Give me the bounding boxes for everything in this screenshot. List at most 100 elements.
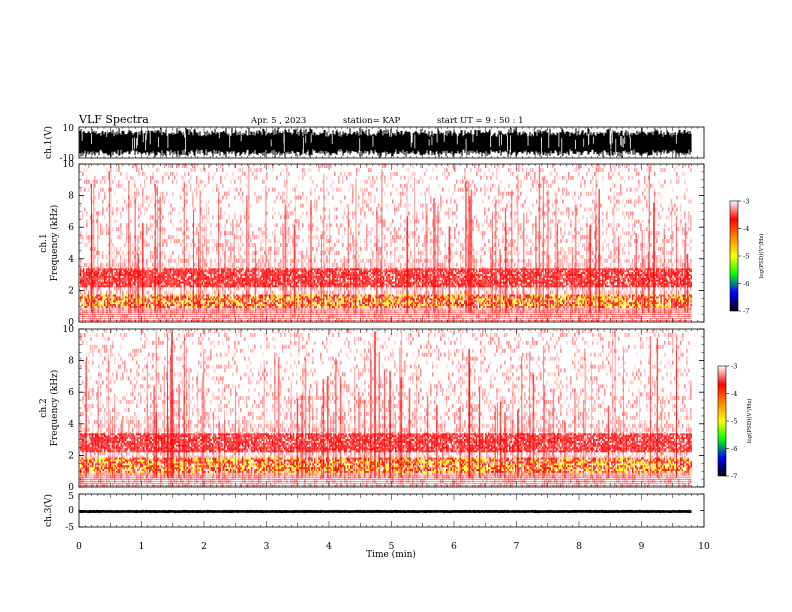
spectrogram-cell	[480, 274, 482, 279]
spectrogram-cell	[386, 227, 388, 232]
spectrogram-cell	[476, 274, 478, 279]
spectrogram-cell	[314, 187, 316, 192]
spectrogram-cell	[442, 302, 444, 307]
spectrogram-cell	[612, 239, 614, 244]
spectrogram-cell	[440, 262, 442, 267]
spectrogram-cell	[516, 168, 518, 172]
spectrogram-cell	[120, 262, 122, 267]
spectrogram-cell	[418, 199, 420, 204]
spectrogram-band-cell	[81, 304, 83, 306]
spectrogram-cell	[380, 286, 382, 291]
spectrogram-cell	[580, 227, 582, 232]
spectrogram-cell	[252, 310, 254, 315]
spectrogram-cell	[370, 286, 372, 291]
spectrogram-cell	[350, 231, 352, 236]
spectrogram-cell	[546, 262, 548, 267]
spectrogram-cell	[152, 235, 154, 240]
spectrogram-cell	[660, 246, 662, 251]
spectrogram-cell	[396, 235, 398, 240]
spectrogram-cell	[472, 246, 474, 251]
spectrogram-cell	[194, 187, 196, 192]
spectrogram-cell	[500, 254, 502, 259]
spectrogram-cell	[180, 243, 182, 247]
spectrogram-cell	[560, 314, 562, 319]
spectrogram-cell	[384, 235, 386, 240]
spectrogram-cell	[290, 310, 292, 315]
spectrogram-cell	[380, 246, 382, 251]
spectrogram-cell	[344, 231, 346, 236]
spectrogram-cell	[474, 310, 476, 315]
spectrogram-cell	[334, 258, 336, 263]
spectrogram-cell	[92, 306, 94, 311]
spectrogram-cell	[322, 250, 324, 255]
spectrogram-cell	[680, 203, 682, 208]
spectrogram-cell	[566, 207, 568, 212]
spectrogram-cell	[260, 227, 262, 232]
spectrogram-cell	[340, 199, 342, 204]
spectrogram-cell	[218, 187, 220, 192]
spectrogram-cell	[626, 310, 628, 315]
spectrogram-cell	[666, 290, 668, 295]
spectrogram-cell	[224, 231, 226, 236]
spectrogram-cell	[166, 258, 168, 263]
spectrogram-cell	[202, 278, 204, 283]
spectrogram-cell	[510, 171, 512, 176]
spectrogram-cell	[238, 270, 240, 275]
spectrogram-cell	[610, 310, 612, 315]
spectrogram-cell	[460, 262, 462, 267]
spectrogram-cell	[144, 211, 146, 216]
spectrogram-cell	[472, 262, 474, 267]
spectrogram-cell	[126, 175, 128, 180]
spectrogram-cell	[550, 164, 552, 168]
spectrogram-cell	[448, 211, 450, 216]
spectrogram-cell	[664, 290, 666, 295]
spectrogram-cell	[448, 171, 450, 176]
spectrogram-cell	[372, 262, 374, 267]
spectrogram-cell	[148, 227, 150, 232]
spectrogram-cell	[526, 250, 528, 255]
spectrogram-cell	[558, 262, 560, 267]
spectrogram-cell	[206, 250, 208, 255]
spectrogram-cell	[320, 219, 322, 224]
spectrogram-cell	[554, 191, 556, 196]
spectrogram-cell	[334, 314, 336, 319]
spectrogram-cell	[496, 314, 498, 319]
spectrogram-cell	[364, 199, 366, 204]
spectrogram-cell	[548, 254, 550, 259]
spectrogram-cell	[662, 286, 664, 291]
spectrogram-cell	[522, 231, 524, 236]
spectrogram-cell	[200, 207, 202, 212]
spectrogram-cell	[402, 164, 404, 168]
spectrogram-cell	[118, 250, 120, 255]
spectrogram-cell	[584, 258, 586, 263]
spectrogram-cell	[634, 203, 636, 208]
spectrogram-cell	[280, 243, 282, 247]
spectrogram-cell	[200, 258, 202, 263]
spectrogram-cell	[178, 227, 180, 232]
spectrogram-cell	[580, 183, 582, 188]
spectrogram-cell	[366, 258, 368, 263]
spectrogram-cell	[262, 231, 264, 236]
spectrogram-cell	[450, 235, 452, 240]
spectrogram-cell	[662, 262, 664, 267]
spectrogram-cell	[428, 310, 430, 315]
spectrogram-cell	[612, 231, 614, 236]
spectrogram-cell	[234, 195, 236, 200]
spectrogram-cell	[82, 235, 84, 240]
spectrogram-cell	[686, 243, 688, 247]
spectrogram-cell	[444, 254, 446, 259]
spectrogram-cell	[456, 179, 458, 184]
spectrogram-cell	[634, 199, 636, 204]
spectrogram-cell	[206, 246, 208, 251]
spectrogram-cell	[344, 258, 346, 263]
spectrogram-cell	[162, 227, 164, 232]
spectrogram-cell	[188, 171, 190, 176]
spectrogram-cell	[672, 187, 674, 192]
spectrogram-cell	[400, 254, 402, 259]
spectrogram-cell	[360, 306, 362, 311]
spectrogram-cell	[90, 183, 92, 188]
spectrogram-cell	[266, 227, 268, 232]
spectrogram-cell	[344, 207, 346, 212]
spectrogram-cell	[588, 191, 590, 196]
spectrogram-cell	[220, 215, 222, 220]
